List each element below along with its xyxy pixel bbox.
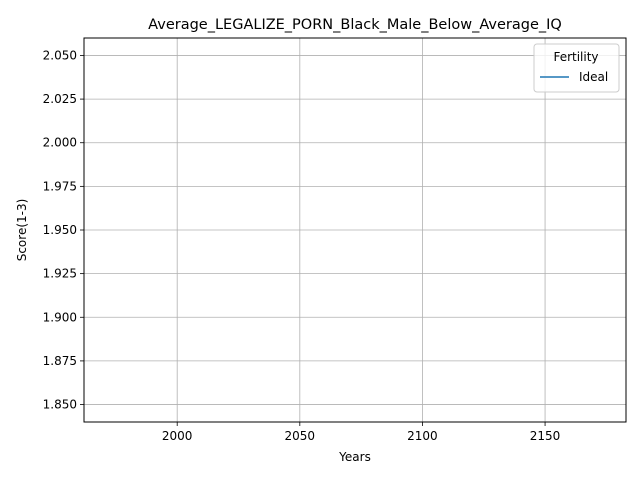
legend-box [533, 43, 620, 93]
x-tick-label: 2100 [407, 429, 438, 443]
x-tick-label: 2050 [285, 429, 316, 443]
y-tick-label: 1.925 [43, 267, 77, 281]
y-tick-label: 2.050 [43, 48, 77, 62]
grid-lines [84, 38, 626, 422]
y-tick-label: 1.875 [43, 354, 77, 368]
y-tick-label: 2.025 [43, 92, 77, 106]
x-tick-label: 2150 [530, 429, 561, 443]
y-tick-label: 1.950 [43, 223, 77, 237]
legend: Fertility Ideal [533, 43, 620, 93]
y-tick-label: 1.975 [43, 179, 77, 193]
x-axis-label: Years [338, 450, 371, 464]
y-tick-label: 1.900 [43, 310, 77, 324]
y-axis-label: Score(1-3) [15, 199, 29, 262]
y-tick-label: 2.000 [43, 136, 77, 150]
x-tick-label: 2000 [162, 429, 193, 443]
x-axis: 2000 2050 2100 2150 [162, 422, 560, 443]
y-axis: 1.850 1.875 1.900 1.925 1.950 1.975 2.000 2.025… [43, 48, 84, 412]
legend-label-ideal: Ideal [579, 70, 608, 84]
chart-title: Average_LEGALIZE_PORN_Black_Male_Below_A… [148, 17, 562, 33]
legend-title: Fertility [553, 50, 598, 64]
y-tick-label: 1.850 [43, 398, 77, 412]
